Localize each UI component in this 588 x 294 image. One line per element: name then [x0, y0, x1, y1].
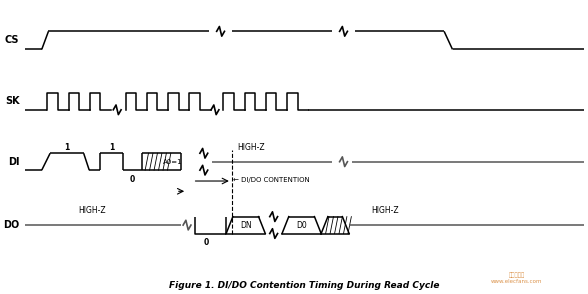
Text: HIGH-Z: HIGH-Z — [238, 143, 265, 152]
Text: A0=1: A0=1 — [163, 159, 183, 165]
Text: 0: 0 — [129, 175, 135, 184]
Text: CS: CS — [5, 35, 19, 45]
Text: Figure 1. DI/DO Contention Timing During Read Cycle: Figure 1. DI/DO Contention Timing During… — [169, 280, 440, 290]
Text: 电子发烧友
www.elecfans.com: 电子发烧友 www.elecfans.com — [491, 273, 543, 284]
Text: HIGH-Z: HIGH-Z — [372, 206, 399, 216]
Text: DI: DI — [8, 157, 19, 167]
Text: DO: DO — [3, 220, 19, 230]
Text: DN: DN — [240, 220, 252, 230]
Text: HIGH-Z: HIGH-Z — [78, 206, 106, 216]
Text: D0: D0 — [296, 220, 307, 230]
Text: SK: SK — [5, 96, 19, 106]
Text: 1: 1 — [64, 143, 69, 152]
Text: 0: 0 — [204, 238, 209, 247]
Text: 1: 1 — [109, 143, 114, 152]
Text: ← DI/DO CONTENTION: ← DI/DO CONTENTION — [233, 177, 310, 183]
